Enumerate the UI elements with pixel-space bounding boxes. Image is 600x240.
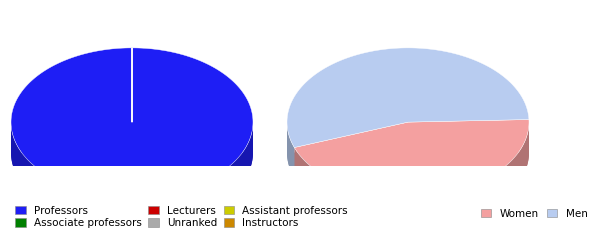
Polygon shape — [287, 48, 529, 148]
Polygon shape — [294, 120, 529, 196]
Polygon shape — [294, 122, 529, 227]
Legend: Women, Men: Women, Men — [476, 204, 592, 223]
Polygon shape — [287, 152, 408, 178]
Polygon shape — [11, 152, 253, 227]
Polygon shape — [11, 48, 253, 196]
Polygon shape — [11, 122, 253, 227]
Polygon shape — [294, 152, 529, 227]
Polygon shape — [287, 122, 294, 178]
Legend: Professors, Associate professors, Lecturers, Unranked, Assistant professors, Ins: Professors, Associate professors, Lectur… — [11, 201, 352, 232]
